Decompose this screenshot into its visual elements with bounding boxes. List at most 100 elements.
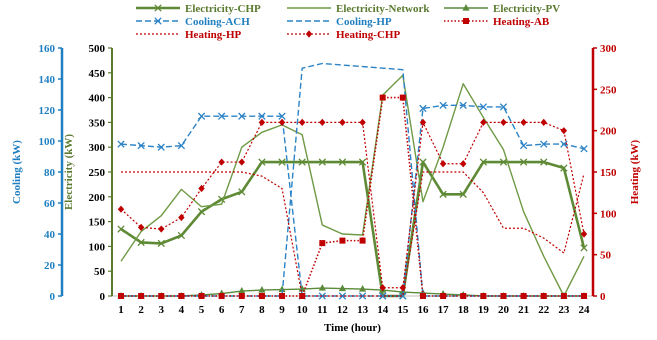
x-tick-label: 6 — [219, 304, 225, 316]
point-cooling-ach — [198, 113, 204, 119]
legend-label-heating-ab: Heating-AB — [493, 16, 550, 28]
series-cooling-hp — [121, 64, 584, 297]
x-tick-label: 18 — [458, 304, 470, 316]
point-heating-ab — [319, 240, 325, 246]
legend-item-electricity-chp: Electricity-CHP — [136, 3, 261, 15]
electricity-tick-label: 450 — [89, 68, 106, 80]
point-heating-ab — [219, 293, 225, 299]
heating-tick-label: 150 — [600, 167, 617, 179]
x-tick-label: 3 — [159, 304, 165, 316]
legend-item-electricity-network: Electricity-Network — [287, 3, 430, 15]
heating-tick-label: 100 — [600, 208, 617, 220]
electricity-tick-label: 0 — [100, 291, 106, 303]
legend: Electricity-CHP Electricity-Network Electr… — [136, 3, 560, 41]
x-tick-label: 24 — [579, 304, 591, 316]
legend-marker-heating-ab — [463, 18, 469, 24]
point-heating-ab — [339, 238, 345, 244]
point-heating-ab — [158, 293, 164, 299]
x-tick-label: 5 — [199, 304, 205, 316]
legend-item-cooling-ach: Cooling-ACH — [136, 16, 250, 28]
point-heating-ab — [420, 293, 426, 299]
legend-label-electricity-network: Electricity-Network — [336, 3, 430, 15]
point-heating-ab — [239, 293, 245, 299]
series-line-heating-chp — [121, 122, 584, 287]
point-heating-chp — [541, 119, 547, 126]
x-tick-label: 16 — [417, 304, 429, 316]
x-tick-label: 13 — [357, 304, 369, 316]
series-line-cooling-hp — [121, 64, 584, 297]
electricity-tick-label: 350 — [89, 117, 106, 129]
heating-tick-label: 50 — [600, 250, 612, 262]
series-heating-ab — [118, 95, 587, 299]
point-heating-ab — [561, 293, 567, 299]
legend-item-cooling-hp: Cooling-HP — [287, 16, 392, 28]
legend-label-cooling-ach: Cooling-ACH — [185, 16, 250, 28]
electricity-tick-label: 200 — [89, 192, 106, 204]
series-electricity-chp — [118, 159, 587, 299]
x-tick-label: 8 — [259, 304, 265, 316]
cooling-tick-label: 140 — [39, 74, 56, 86]
heating-tick-label: 250 — [600, 84, 617, 96]
point-heating-ab — [279, 293, 285, 299]
legend-item-heating-chp: Heating-CHP — [287, 29, 400, 41]
x-axis-title: Time (hour) — [324, 322, 381, 334]
point-heating-ab — [500, 293, 506, 299]
axes-layer: 020406080100120140160Cooling (kW)0501001… — [11, 43, 641, 334]
heating-tick-label: 0 — [600, 291, 606, 303]
electricity-axis-title: Electricity (kW) — [63, 134, 75, 210]
cooling-tick-label: 160 — [39, 43, 56, 55]
x-tick-label: 22 — [538, 304, 550, 316]
series-heating-chp — [118, 119, 587, 292]
x-tick-label: 9 — [279, 304, 285, 316]
point-heating-ab — [440, 293, 446, 299]
electricity-tick-label: 500 — [89, 43, 106, 55]
point-heating-chp — [339, 119, 345, 126]
x-tick-label: 4 — [179, 304, 185, 316]
legend-item-heating-hp: Heating-HP — [136, 29, 241, 41]
legend-label-electricity-pv: Electricity-PV — [493, 3, 560, 15]
series-line-cooling-ach — [121, 105, 584, 296]
point-heating-ab — [380, 95, 386, 101]
electricity-tick-label: 50 — [94, 266, 106, 278]
x-tick-label: 11 — [317, 304, 327, 316]
electricity-tick-label: 100 — [89, 241, 106, 253]
point-heating-chp — [440, 160, 446, 167]
point-heating-chp — [299, 119, 305, 126]
point-electricity-pv — [319, 284, 326, 291]
x-tick-label: 15 — [397, 304, 409, 316]
electricity-tick-label: 300 — [89, 142, 106, 154]
point-heating-ab — [138, 293, 144, 299]
point-heating-chp — [158, 225, 164, 232]
point-heating-chp — [279, 119, 285, 126]
point-heating-chp — [500, 119, 506, 126]
x-tick-label: 19 — [478, 304, 490, 316]
cooling-tick-label: 40 — [44, 229, 56, 241]
series-cooling-ach — [118, 102, 587, 299]
cooling-tick-label: 20 — [44, 260, 56, 272]
point-cooling-ach — [520, 142, 526, 148]
electricity-tick-label: 400 — [89, 93, 106, 105]
legend-label-heating-chp: Heating-CHP — [336, 29, 400, 41]
x-tick-label: 7 — [239, 304, 245, 316]
legend-label-cooling-hp: Cooling-HP — [336, 16, 392, 28]
point-heating-chp — [118, 206, 124, 213]
heating-tick-label: 300 — [600, 43, 617, 55]
point-heating-ab — [199, 293, 205, 299]
x-tick-label: 14 — [377, 304, 389, 316]
x-tick-label: 1 — [118, 304, 124, 316]
electricity-tick-label: 150 — [89, 217, 106, 229]
point-heating-ab — [259, 293, 265, 299]
cooling-tick-label: 80 — [44, 167, 56, 179]
series-layer — [117, 64, 587, 300]
cooling-tick-label: 120 — [39, 105, 56, 117]
point-heating-chp — [259, 119, 265, 126]
point-heating-chp — [359, 119, 365, 126]
point-heating-ab — [460, 293, 466, 299]
legend-label-heating-hp: Heating-HP — [185, 29, 241, 41]
x-tick-label: 10 — [297, 304, 309, 316]
point-heating-ab — [178, 293, 184, 299]
cooling-tick-label: 100 — [39, 136, 56, 148]
point-heating-ab — [581, 293, 587, 299]
legend-label-electricity-chp: Electricity-CHP — [185, 3, 261, 15]
